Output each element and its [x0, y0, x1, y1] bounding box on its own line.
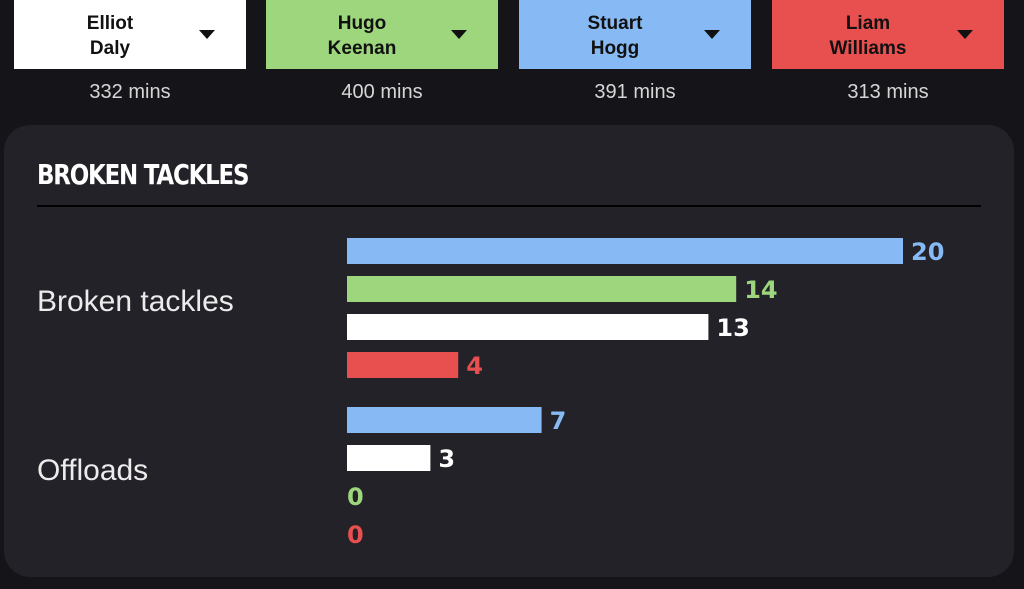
group-label-broken-tackles: Broken tackles — [37, 285, 234, 318]
group-label-offloads: Offloads — [37, 454, 149, 487]
bar-value-label: 7 — [550, 407, 567, 435]
player-first-name: Stuart — [587, 13, 643, 34]
player-first-name: Liam — [845, 13, 891, 34]
bar-offloads-stuart-hogg — [347, 407, 542, 433]
bar-value-label: 0 — [347, 521, 364, 549]
caret-down-icon — [704, 30, 720, 39]
caret-down-icon — [957, 30, 973, 39]
player-minutes: 313 mins — [847, 81, 929, 103]
bar-broken-tackles-stuart-hogg — [347, 238, 903, 264]
bar-value-label: 20 — [911, 238, 944, 266]
player-minutes: 391 mins — [594, 81, 676, 103]
bar-value-label: 13 — [716, 314, 749, 342]
broken-tackles-card: BROKEN TACKLES Broken tackles Offloads 2… — [4, 125, 1014, 577]
player-name: Hugo Keenan — [266, 11, 458, 61]
player-select-hugo-keenan[interactable]: Hugo Keenan — [266, 0, 498, 69]
player-last-name: Hogg — [590, 38, 640, 59]
player-last-name: Daly — [89, 38, 131, 59]
player-minutes: 332 mins — [89, 81, 171, 103]
caret-down-icon — [451, 30, 467, 39]
divider — [37, 205, 981, 207]
player-first-name: Hugo — [337, 13, 387, 34]
bar-value-label: 0 — [347, 483, 364, 511]
player-name: Stuart Hogg — [519, 11, 711, 61]
bar-offloads-elliot-daly — [347, 445, 431, 471]
section-title: BROKEN TACKLES — [37, 158, 250, 191]
caret-down-icon — [199, 30, 215, 39]
bar-value-label: 4 — [466, 352, 483, 380]
bar-chart: 20 14 13 4 7 3 0 0 — [347, 238, 944, 549]
bar-value-label: 14 — [744, 276, 777, 304]
player-first-name: Elliot — [86, 13, 134, 34]
player-select-elliot-daly[interactable]: Elliot Daly — [14, 0, 246, 69]
player-name: Liam Williams — [772, 11, 964, 61]
bar-value-label: 3 — [438, 445, 455, 473]
bar-broken-tackles-liam-williams — [347, 352, 459, 378]
bar-broken-tackles-hugo-keenan — [347, 276, 737, 302]
player-select-liam-williams[interactable]: Liam Williams — [772, 0, 1004, 69]
player-select-stuart-hogg[interactable]: Stuart Hogg — [519, 0, 751, 69]
player-selectors: Elliot Daly Hugo Keenan Stuart Hogg Liam… — [0, 0, 1024, 110]
player-last-name: Williams — [829, 38, 907, 59]
player-name: Elliot Daly — [14, 11, 206, 61]
bar-broken-tackles-elliot-daly — [347, 314, 709, 340]
player-minutes: 400 mins — [341, 81, 423, 103]
player-last-name: Keenan — [327, 38, 397, 59]
